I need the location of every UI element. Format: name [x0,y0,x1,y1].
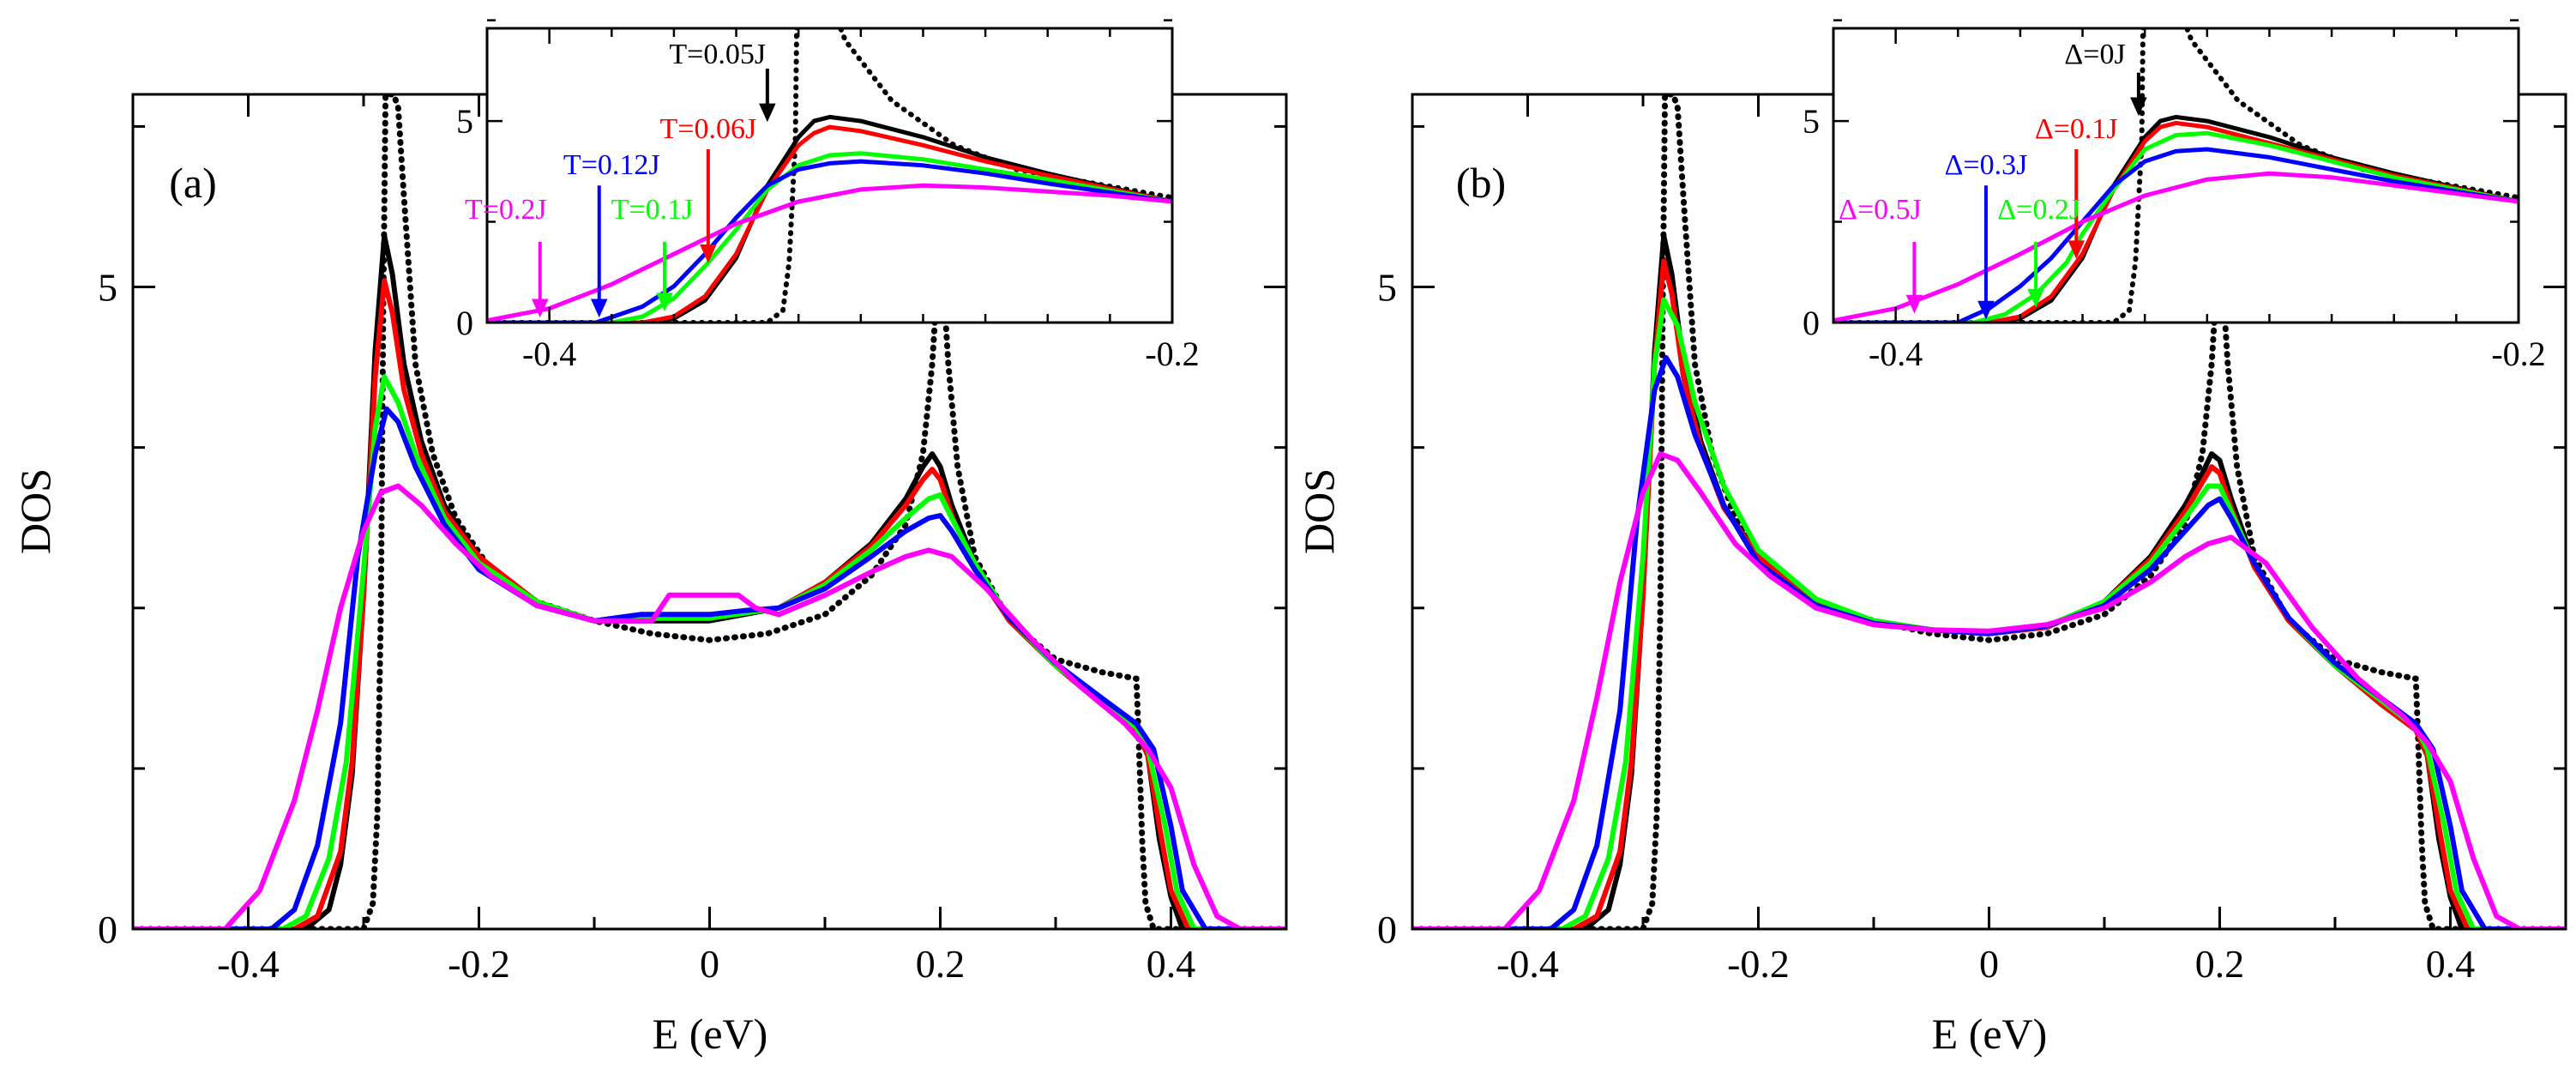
inset-curve-1 [1833,114,2519,323]
x-tick-label: 0.4 [2426,942,2476,986]
panel-a: -0.4 -0.2 0 0.2 0.4 0 5 E (eV) DOS (a) -0.4 -0.2 0 5 T… [11,19,1288,1058]
dos-curve-2 [1412,258,2566,929]
annotation-arrow-head [531,299,549,318]
annotation-label: T=0.1J [611,194,694,226]
x-tick-label: -0.2 [1727,942,1790,986]
inset-x-tick-label: -0.4 [522,335,576,373]
inset-x-tick-label: -0.2 [2491,335,2545,373]
inset-curve-4 [1833,147,2519,323]
x-tick-label: 0.2 [916,942,966,986]
y-axis-label: DOS [1295,468,1343,554]
dos-curve-2 [133,278,1286,929]
inset-b: -0.4 -0.2 0 5 Δ=0J Δ=0.1JΔ=0.3J Δ=0.2J Δ=0.5J [1803,19,2546,373]
panel-label: (a) [169,159,217,207]
inset-annotation: Δ=0J [2064,39,2147,117]
inset-y-tick-label: 0 [456,304,473,342]
annotation-arrow-head [2130,97,2147,117]
main-curves [1412,94,2566,929]
inset-curve-3 [1833,130,2519,323]
dos-curve-3 [133,374,1286,929]
inset-y-tick-label: 0 [1803,304,1820,342]
inset-y-tick-label: 5 [456,102,473,141]
dos-curve-4 [1412,354,2566,929]
dos-curve-3 [1412,297,2566,929]
inset-curves [1833,28,2519,323]
inset-background [1833,28,2519,323]
annotation-arrow-head [656,293,673,312]
x-tick-label: -0.4 [1496,942,1559,986]
annotation-arrow-head [759,103,776,123]
y-tick-label: 5 [98,266,117,310]
annotation-arrow-head [700,244,717,263]
x-tick-label: 0.4 [1147,942,1196,986]
inset-annotation: Δ=0.2J [1997,194,2080,308]
dos-curve-0 [133,94,1286,929]
annotation-label: T=0.12J [563,149,660,181]
inset-frame [1832,27,2520,324]
dos-curve-0 [1412,94,2566,929]
annotation-label: Δ=0J [2064,39,2125,70]
inset-curve-4 [487,159,1172,323]
inset-x-tick-label: -0.2 [1145,335,1199,373]
annotation-label: T=0.06J [660,113,757,145]
y-tick-label: 0 [1377,908,1397,951]
inset-curves [487,28,1172,323]
annotation-label: Δ=0.3J [1945,149,2028,181]
inset-curve-2 [487,124,1172,323]
inset-annotation: T=0.12J [563,149,660,318]
dos-curve-1 [133,232,1286,929]
inset-annotation: Δ=0.3J [1945,149,2028,320]
annotation-arrow-head [1977,300,1995,320]
annotation-label: Δ=0.2J [1997,194,2080,226]
dos-curve-5 [1412,451,2566,929]
y-axis-label: DOS [11,468,59,554]
dos-curve-5 [133,483,1286,929]
annotation-label: Δ=0.1J [2035,113,2118,145]
inset-annotation: T=0.06J [660,113,757,263]
x-axis-label: E (eV) [1932,1010,2048,1058]
inset-y-tick-label: 5 [1803,102,1820,141]
annotation-label: T=0.05J [669,39,766,70]
inset-x-tick-label: -0.4 [1869,335,1923,373]
annotation-arrow-head [590,299,608,318]
inset-annotation: Δ=0.1J [2035,113,2118,260]
annotation-label: T=0.2J [465,194,547,226]
x-tick-label: -0.4 [217,942,280,986]
inset-curve-5 [487,183,1172,323]
annotation-label: Δ=0.5J [1839,194,1922,226]
x-tick-label: -0.2 [448,942,510,986]
annotation-arrow-head [1905,294,1923,314]
x-tick-label: 0 [1979,942,1999,986]
inset-annotation: T=0.1J [611,194,694,312]
inset-annotation: T=0.2J [465,194,549,318]
inset-annotation: T=0.05J [669,39,776,123]
inset-curve-5 [1833,171,2519,323]
annotation-arrow-head [2027,288,2044,308]
panel-label: (b) [1456,159,1506,207]
y-tick-label: 5 [1377,266,1397,310]
dos-curve-1 [1412,232,2566,929]
main-curves [133,94,1286,929]
annotation-arrow-head [2067,240,2085,260]
x-tick-label: 0 [700,942,719,986]
y-tick-label: 0 [98,908,117,951]
x-tick-label: 0.2 [2195,942,2245,986]
inset-curve-1 [487,114,1172,323]
panel-b: -0.4 -0.2 0 0.2 0.4 0 5 E (eV) DOS (b) -0.4 -0.2 0 5 Δ… [1295,19,2567,1058]
x-axis-label: E (eV) [653,1010,768,1058]
inset-frame [485,27,1174,324]
inset-annotation: Δ=0.5J [1839,194,1923,314]
dos-curve-4 [133,406,1286,929]
